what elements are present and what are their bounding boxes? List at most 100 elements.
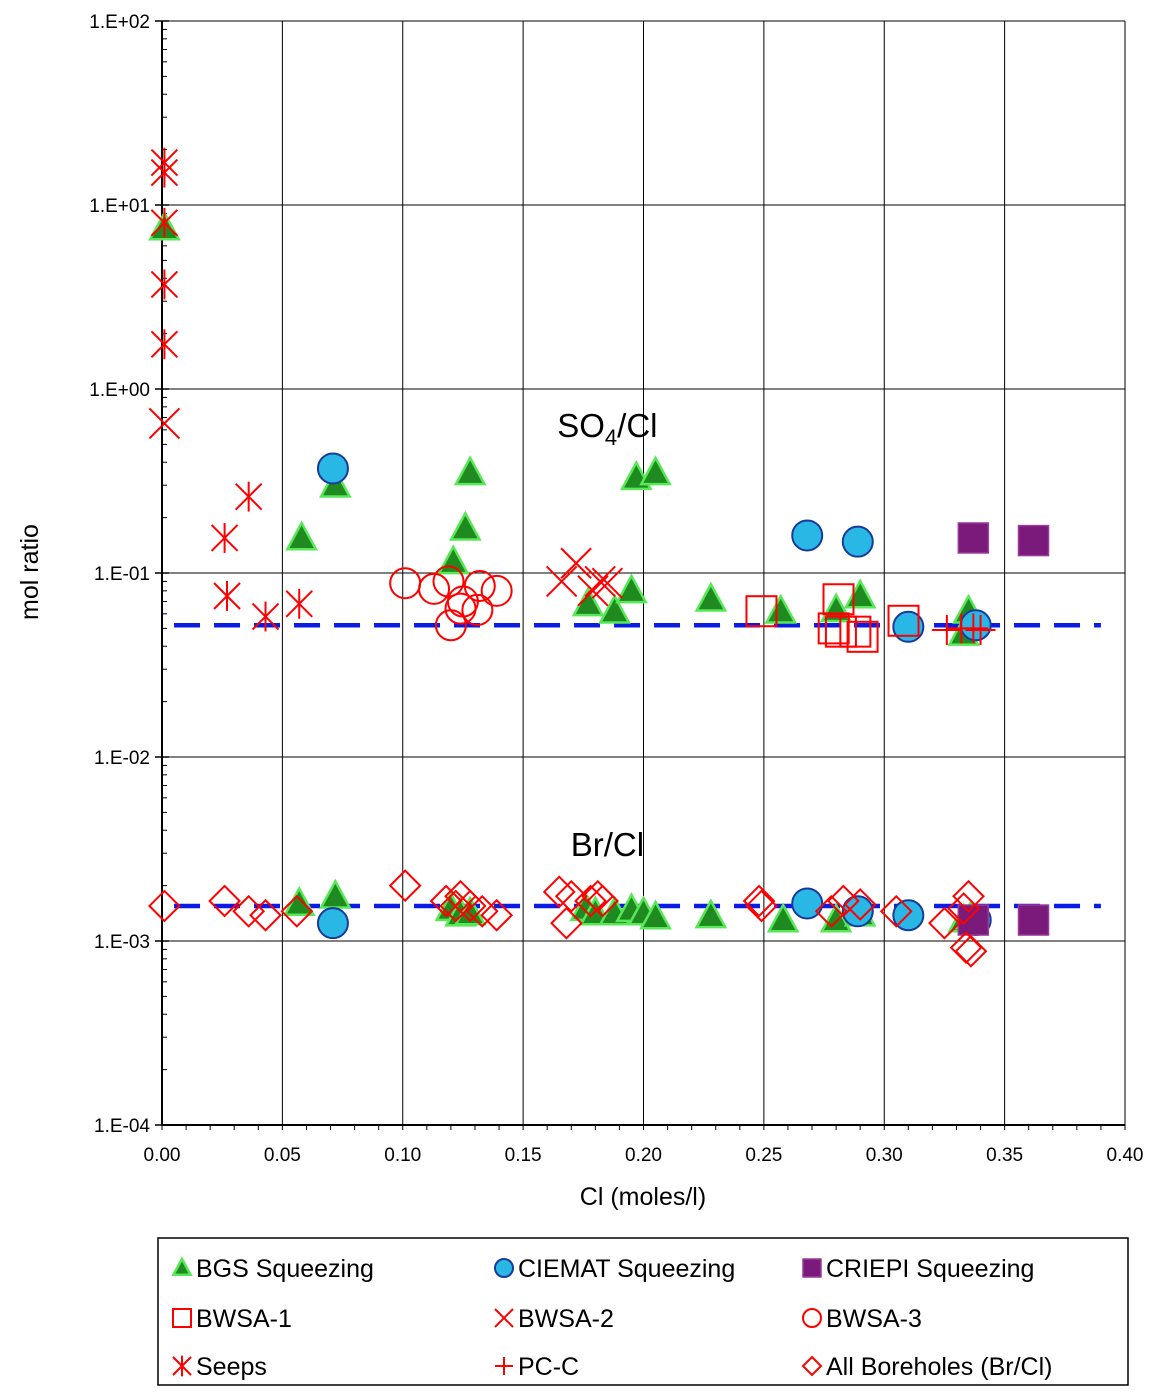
series-all-boreholes-br-cl	[147, 869, 988, 968]
data-point	[879, 894, 913, 928]
data-point	[843, 888, 877, 921]
y-axis-title: mol ratio	[16, 524, 44, 620]
data-point	[280, 894, 314, 928]
series-seeps	[150, 147, 313, 632]
legend-symbol	[802, 1258, 822, 1278]
data-point	[952, 879, 985, 913]
x-tick-label: 0.30	[866, 1145, 903, 1166]
data-point	[285, 520, 318, 551]
legend-label: CIEMAT Squeezing	[518, 1255, 735, 1283]
data-point	[745, 889, 778, 923]
data-point	[954, 934, 988, 968]
data-point	[598, 593, 631, 624]
data-point	[150, 329, 179, 360]
data-point	[892, 610, 925, 643]
data-point	[448, 510, 482, 541]
data-point	[764, 593, 798, 624]
annotation-label: SO4/Cl	[557, 407, 657, 450]
data-point	[1017, 524, 1050, 557]
data-point	[887, 604, 920, 637]
legend-items: BGS Squeezing CIEMAT Squeezing CRIEPI Sque…	[171, 1255, 1052, 1381]
legend-label: BWSA-1	[196, 1305, 292, 1333]
data-point	[208, 884, 242, 918]
data-point	[839, 615, 872, 648]
data-point	[694, 898, 728, 929]
legend-label: BGS Squeezing	[196, 1255, 374, 1283]
legend-item: All Boreholes (Br/Cl)	[801, 1353, 1052, 1381]
data-point	[574, 884, 607, 918]
legend-item: BWSA-1	[172, 1305, 292, 1333]
data-point	[147, 889, 181, 923]
data-point	[577, 575, 609, 607]
legend-label: Seeps	[196, 1353, 267, 1381]
data-point	[453, 895, 487, 926]
data-point	[928, 906, 961, 940]
legend-label: All Boreholes (Br/Cl)	[826, 1353, 1052, 1381]
data-point	[615, 573, 648, 604]
y-tick-label: 1.E-03	[94, 932, 150, 953]
data-point	[316, 907, 349, 940]
annotation-label: Br/Cl	[571, 826, 644, 863]
data-point	[316, 452, 349, 485]
data-point	[841, 525, 874, 558]
data-point	[213, 581, 241, 611]
data-point	[318, 878, 352, 909]
legend-item: PC-C	[495, 1353, 579, 1381]
legend-symbol	[802, 1308, 822, 1328]
data-point	[480, 574, 513, 607]
y-tick-label: 1.E+02	[89, 12, 150, 33]
data-point	[957, 522, 990, 554]
legend-label: BWSA-2	[518, 1305, 614, 1333]
data-point	[694, 581, 728, 612]
data-point	[461, 593, 494, 626]
data-point	[591, 567, 624, 599]
y-tick-label: 1.E-04	[94, 1116, 150, 1137]
x-tick-label: 0.35	[986, 1145, 1023, 1166]
data-point	[742, 884, 776, 918]
legend-symbol	[171, 1256, 193, 1276]
data-point	[846, 620, 879, 653]
data-point	[550, 906, 583, 940]
y-tick-label: 1.E+00	[89, 380, 150, 401]
series-bwsa-2	[148, 407, 624, 607]
legend-symbol	[494, 1258, 514, 1278]
legend-symbol	[172, 1355, 192, 1377]
data-point	[251, 601, 280, 632]
data-point	[822, 583, 855, 616]
data-point	[436, 544, 470, 575]
data-point	[249, 898, 282, 932]
legend-item: Seeps	[172, 1353, 267, 1381]
data-point	[465, 894, 499, 928]
data-point	[150, 157, 179, 188]
data-point	[545, 565, 578, 598]
legend-symbol	[495, 1357, 513, 1375]
series-criepi-squeezing	[957, 522, 1050, 936]
data-point	[958, 613, 989, 644]
legend-label: CRIEPI Squeezing	[826, 1255, 1034, 1283]
x-tick-label: 0.25	[745, 1145, 782, 1166]
data-point	[766, 902, 800, 933]
data-point	[210, 523, 239, 553]
y-tick-label: 1.E+01	[89, 196, 150, 217]
legend-symbol	[172, 1308, 192, 1328]
data-point	[639, 455, 672, 486]
data-point	[429, 884, 463, 918]
data-point	[639, 899, 672, 930]
y-tick-label: 1.E-01	[94, 564, 150, 585]
data-point	[148, 407, 181, 440]
legend-label: BWSA-3	[826, 1305, 922, 1333]
data-point	[949, 931, 983, 965]
data-point	[388, 869, 422, 903]
data-point	[791, 887, 824, 920]
data-point	[234, 481, 263, 512]
data-point	[453, 889, 487, 923]
data-point	[584, 565, 616, 598]
legend-box	[157, 1237, 1129, 1386]
y-tick-label: 1.E-02	[94, 748, 150, 769]
data-point	[150, 207, 179, 238]
data-point	[463, 569, 496, 602]
grid-lines	[162, 20, 1126, 1125]
data-point	[957, 904, 990, 936]
legend-symbol	[494, 1308, 514, 1328]
